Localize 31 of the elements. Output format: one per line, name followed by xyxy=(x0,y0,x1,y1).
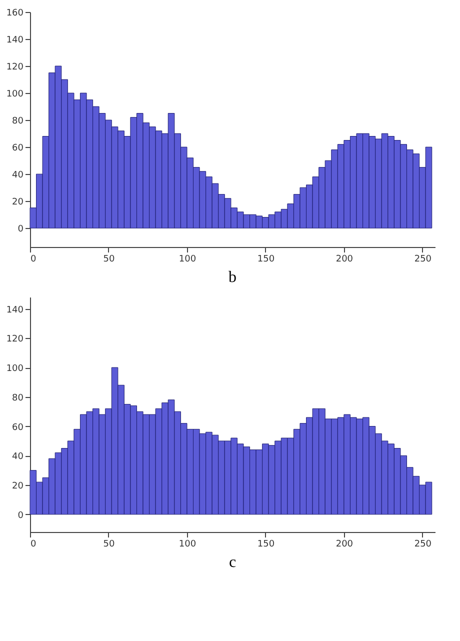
y-tick-label: 100 xyxy=(6,364,24,374)
y-tick-label: 120 xyxy=(6,62,24,73)
y-tick-label: 0 xyxy=(18,510,24,521)
y-tick-label: 140 xyxy=(6,36,24,46)
x-tick-label: 250 xyxy=(414,540,432,550)
y-tick-label: 60 xyxy=(12,422,24,433)
text: c xyxy=(228,554,236,571)
y-tick-label: 20 xyxy=(12,482,24,492)
y-tick-label: 40 xyxy=(12,452,24,462)
y-tick-label: 20 xyxy=(12,198,24,208)
y-tick-label: 60 xyxy=(12,144,24,154)
x-tick-label: 150 xyxy=(257,254,275,264)
x-tick-label: 50 xyxy=(103,540,115,550)
y-tick-label: 140 xyxy=(6,305,24,316)
y-tick-label: 40 xyxy=(12,170,24,181)
x-tick-label: 200 xyxy=(336,540,354,550)
text: b xyxy=(228,269,236,286)
y-tick-label: 100 xyxy=(6,90,24,100)
y-tick-label: 120 xyxy=(6,334,24,345)
y-tick-label: 80 xyxy=(12,116,24,127)
y-tick-label: 0 xyxy=(18,224,24,235)
x-tick-label: 250 xyxy=(414,254,432,264)
x-tick-label: 100 xyxy=(178,540,196,550)
x-tick-label: 200 xyxy=(336,254,354,264)
y-tick-label: 80 xyxy=(12,393,24,404)
x-tick-label: 0 xyxy=(30,254,36,264)
x-tick-label: 50 xyxy=(103,254,115,264)
x-tick-label: 150 xyxy=(257,540,275,550)
x-tick-label: 0 xyxy=(30,540,36,550)
x-tick-label: 100 xyxy=(178,254,196,264)
y-tick-label: 160 xyxy=(6,8,24,18)
